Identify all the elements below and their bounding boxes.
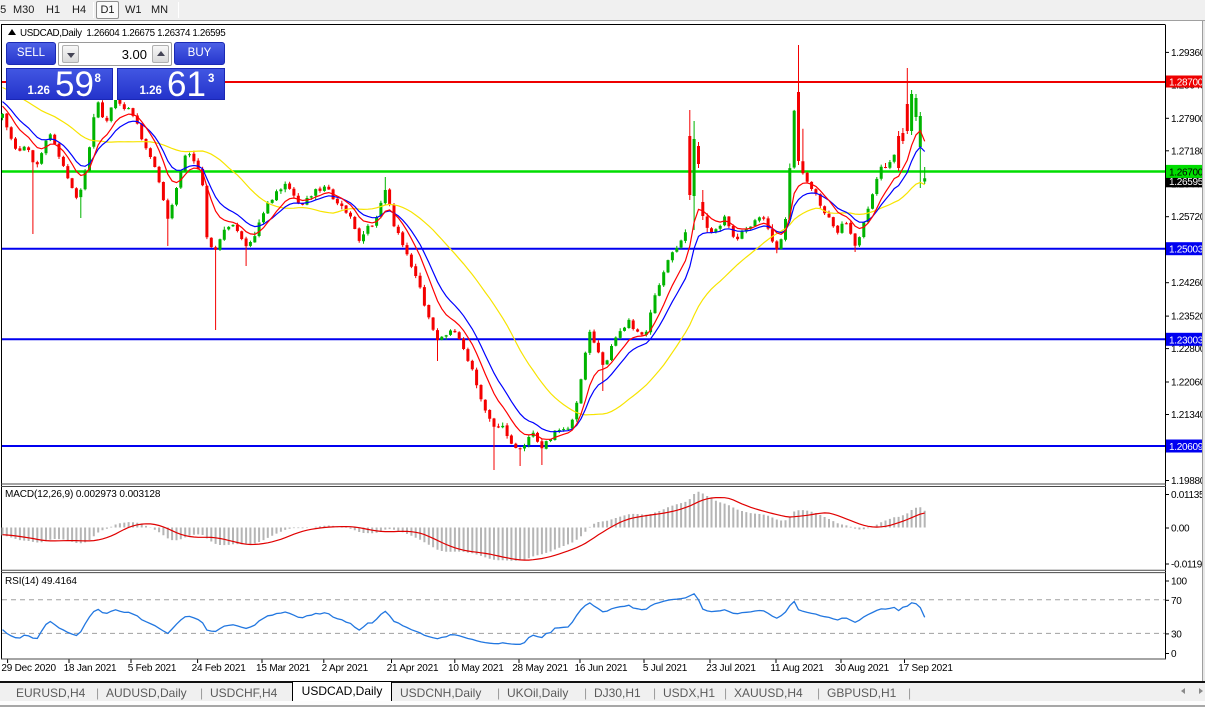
svg-text:1.22060: 1.22060 bbox=[1171, 378, 1205, 389]
svg-text:1.23003: 1.23003 bbox=[1169, 335, 1204, 346]
svg-text:1.25003: 1.25003 bbox=[1169, 245, 1204, 256]
svg-text:1.26700: 1.26700 bbox=[1169, 167, 1204, 178]
svg-text:1.26595: 1.26595 bbox=[1169, 177, 1204, 188]
svg-text:5 Jul 2021: 5 Jul 2021 bbox=[643, 663, 688, 674]
svg-text:1.21340: 1.21340 bbox=[1171, 410, 1205, 421]
svg-text:70: 70 bbox=[1171, 596, 1182, 607]
svg-text:0.01135: 0.01135 bbox=[1171, 490, 1205, 501]
svg-text:2 Apr 2021: 2 Apr 2021 bbox=[322, 663, 369, 674]
svg-text:10 May 2021: 10 May 2021 bbox=[448, 663, 504, 674]
svg-text:1.27180: 1.27180 bbox=[1171, 146, 1205, 157]
svg-text:1.19880: 1.19880 bbox=[1171, 476, 1205, 487]
svg-text:USDCAD,Daily 1.26604 1.26675: USDCAD,Daily 1.26604 1.26675 1.26374 1.2… bbox=[20, 28, 226, 39]
svg-text:5 Feb 2021: 5 Feb 2021 bbox=[128, 663, 177, 674]
svg-text:1.22800: 1.22800 bbox=[1171, 344, 1205, 355]
svg-text:21 Apr 2021: 21 Apr 2021 bbox=[387, 663, 439, 674]
svg-text:18 Jan 2021: 18 Jan 2021 bbox=[64, 663, 117, 674]
svg-text:1.28700: 1.28700 bbox=[1169, 78, 1204, 89]
svg-text:28 May 2021: 28 May 2021 bbox=[512, 663, 568, 674]
svg-text:RSI(14) 49.4164: RSI(14) 49.4164 bbox=[5, 576, 77, 587]
svg-text:0: 0 bbox=[1171, 649, 1177, 660]
svg-text:16 Jun 2021: 16 Jun 2021 bbox=[575, 663, 628, 674]
svg-text:30 Aug 2021: 30 Aug 2021 bbox=[835, 663, 890, 674]
svg-text:1.24260: 1.24260 bbox=[1171, 278, 1205, 289]
svg-text:-0.01190: -0.01190 bbox=[1171, 560, 1205, 571]
svg-text:30: 30 bbox=[1171, 629, 1182, 640]
svg-text:23 Jul 2021: 23 Jul 2021 bbox=[706, 663, 756, 674]
svg-text:11 Aug 2021: 11 Aug 2021 bbox=[770, 663, 824, 674]
svg-text:MACD(12,26,9) 0.002973 0.00312: MACD(12,26,9) 0.002973 0.003128 bbox=[5, 489, 161, 500]
svg-text:17 Sep 2021: 17 Sep 2021 bbox=[898, 663, 953, 674]
svg-text:29 Dec 2020: 29 Dec 2020 bbox=[1, 663, 56, 674]
svg-text:1.23520: 1.23520 bbox=[1171, 312, 1205, 323]
svg-text:1.25720: 1.25720 bbox=[1171, 212, 1205, 223]
svg-text:1.27900: 1.27900 bbox=[1171, 114, 1205, 125]
svg-text:100: 100 bbox=[1171, 577, 1188, 588]
svg-text:1.20609: 1.20609 bbox=[1169, 442, 1204, 453]
svg-text:24 Feb 2021: 24 Feb 2021 bbox=[192, 663, 247, 674]
svg-text:1.29360: 1.29360 bbox=[1171, 48, 1205, 59]
svg-text:15 Mar 2021: 15 Mar 2021 bbox=[256, 663, 311, 674]
svg-text:0.00: 0.00 bbox=[1171, 524, 1190, 535]
